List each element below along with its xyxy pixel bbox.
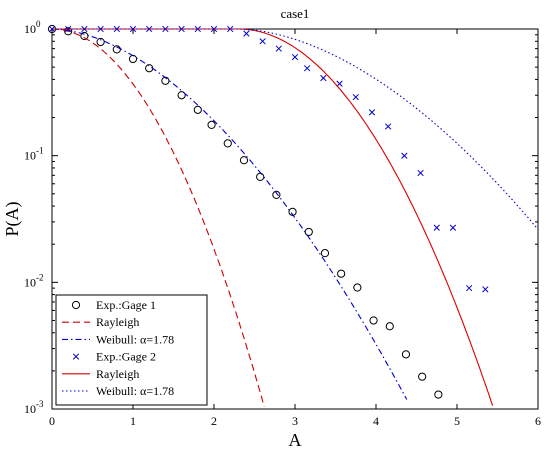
x-tick-label: 6: [535, 414, 541, 428]
gage2-marker: [243, 30, 250, 37]
gage1-marker: [223, 139, 232, 148]
legend-entry-label: Rayleigh: [96, 315, 139, 329]
gage1-marker: [177, 91, 186, 100]
gage2-marker: [303, 65, 311, 72]
y-axis-label: P(A): [2, 201, 23, 236]
gage2-marker: [449, 224, 457, 231]
gage1-marker: [385, 322, 394, 331]
gage2-marker: [336, 80, 343, 87]
chart-title: case1: [281, 6, 310, 21]
gage1-marker: [239, 156, 249, 165]
gage2-marker: [291, 53, 299, 61]
gage1-marker: [80, 31, 89, 41]
x-tick-label: 4: [373, 414, 379, 428]
series-5-line: [52, 28, 539, 230]
gage2-marker: [320, 74, 327, 82]
x-axis-label: A: [289, 430, 302, 450]
legend-entry-label: Weibull: α=1.78: [96, 332, 174, 346]
gage2-marker: [417, 169, 424, 177]
x-tick-labels: 0 1 2 3 4 5 6: [49, 414, 541, 428]
legend-swatch: [72, 353, 80, 360]
x-tick-label: 1: [130, 414, 136, 428]
gage1-marker: [112, 45, 121, 54]
gage1-marker: [207, 120, 216, 129]
gage1-marker: [337, 269, 346, 278]
x-tick-label: 2: [211, 414, 217, 428]
legend-entry-label: Exp.:Gage 2: [96, 350, 156, 364]
legend-entry-label: Exp.:Gage 1: [96, 298, 156, 312]
gage1-marker: [434, 390, 443, 399]
gage2-marker: [401, 152, 408, 159]
y-tick-label: 10-2: [24, 272, 44, 289]
gage1-marker: [401, 350, 411, 359]
gage2-marker: [368, 109, 376, 116]
gage1-marker: [128, 54, 138, 64]
gage2-marker: [482, 286, 489, 293]
gage1-marker: [256, 172, 265, 181]
gage1-marker: [272, 190, 281, 200]
series-layer: [47, 24, 539, 407]
gage1-marker: [64, 27, 73, 36]
gage1-marker: [304, 227, 313, 237]
series-2-line: [52, 28, 408, 400]
y-tick-label: 10-3: [24, 399, 44, 416]
gage2-marker: [465, 284, 473, 292]
legend-entry-label: Weibull: α=1.78: [96, 384, 174, 398]
gage1-marker: [193, 105, 202, 114]
gage1-marker: [353, 283, 362, 292]
legend-box: [55, 294, 208, 406]
legend-entry-label: Rayleigh: [96, 367, 139, 381]
y-tick-label: 100: [24, 19, 41, 36]
gage1-marker: [418, 372, 427, 381]
gage2-marker: [275, 45, 282, 52]
gage2-marker: [433, 224, 440, 231]
legend-swatch: [71, 300, 81, 310]
gage1-marker: [320, 249, 330, 258]
series-1-line: [52, 28, 265, 407]
gage2-marker: [259, 38, 266, 45]
x-tick-label: 0: [49, 414, 55, 428]
y-tick-label: 10-1: [24, 146, 44, 163]
x-tick-label: 5: [454, 414, 460, 428]
gage1-marker: [369, 316, 378, 325]
legend: Exp.:Gage 1 Rayleigh Weibull: α=1.78 Exp.:G…: [55, 294, 208, 406]
gage2-marker: [384, 123, 392, 130]
x-tick-label: 3: [292, 414, 298, 428]
gage1-marker: [96, 37, 105, 47]
gage2-marker: [352, 93, 359, 101]
y-tick-labels: 10-3 10-2 10-1 100: [24, 19, 44, 416]
